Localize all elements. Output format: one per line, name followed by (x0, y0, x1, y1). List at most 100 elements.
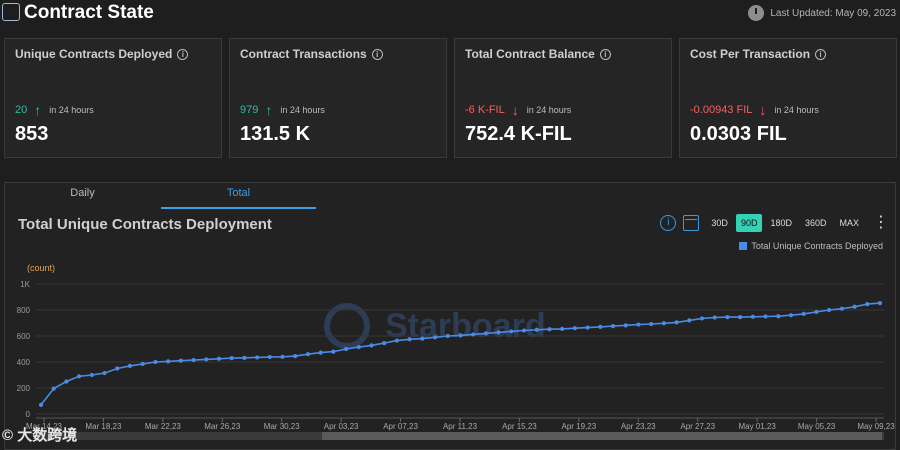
arrow-down-icon: ↓ (511, 102, 519, 118)
x-tick-label: Mar 26,23 (204, 422, 241, 431)
data-point (166, 359, 171, 364)
x-tick-label: Mar 14,23 (26, 422, 63, 431)
data-point (661, 321, 666, 326)
data-point (394, 338, 400, 343)
x-tick-label: Mar 22,23 (145, 422, 182, 431)
header: Contract State Last Updated: May 09, 202… (0, 0, 900, 26)
x-tick-label: Mar 30,23 (264, 422, 301, 431)
x-tick-label: May 05,23 (798, 422, 836, 431)
data-point (852, 304, 857, 309)
data-point (267, 354, 272, 360)
data-point (445, 333, 450, 339)
data-point (623, 323, 628, 328)
range-180d[interactable]: 180D (770, 218, 792, 228)
data-point (712, 315, 717, 320)
data-point (699, 316, 705, 321)
arrow-down-icon: ↓ (759, 102, 767, 118)
arrow-up-icon: ↑ (265, 102, 273, 118)
card-value: 131.5 K (240, 123, 311, 145)
y-tick-label: 400 (17, 358, 31, 367)
card-value: 853 (15, 123, 49, 145)
card-title: Total Contract Balance (465, 47, 595, 61)
data-point (610, 324, 616, 329)
tab-daily[interactable]: Daily (70, 187, 95, 199)
data-point (496, 330, 501, 335)
data-point (471, 332, 476, 337)
corner-watermark: © 大数跨境 (2, 427, 78, 444)
data-point (318, 350, 323, 355)
data-point (750, 314, 755, 319)
data-point (509, 329, 514, 334)
chart-title: Total Unique Contracts Deployment (18, 216, 272, 233)
activity-icon (2, 3, 20, 21)
data-point (216, 356, 222, 361)
data-point (687, 318, 692, 323)
data-point (801, 311, 806, 316)
y-tick-label: 600 (17, 332, 31, 341)
y-axis-label: (count) (27, 263, 55, 273)
data-point (305, 352, 311, 357)
page-title: Contract State (24, 2, 154, 23)
data-point (483, 331, 489, 336)
range-30d[interactable]: 30D (711, 218, 728, 228)
x-tick-label: Mar 18,23 (85, 422, 122, 431)
data-point (140, 361, 145, 367)
x-tick-label: Apr 15,23 (502, 422, 537, 431)
calendar-icon[interactable] (683, 215, 700, 231)
x-tick-label: Apr 11,23 (443, 422, 478, 431)
range-max[interactable]: MAX (839, 218, 859, 228)
arrow-up-icon: ↑ (34, 102, 42, 118)
data-point (407, 337, 412, 342)
data-point (204, 357, 209, 362)
info-icon[interactable]: i (177, 49, 189, 60)
data-point (827, 307, 832, 313)
data-point (521, 328, 527, 333)
data-point (382, 341, 387, 346)
info-icon[interactable]: i (815, 49, 827, 60)
card-change: 979 ↑ in 24 hours (240, 102, 325, 118)
watermark-logo-icon (324, 303, 370, 349)
range-90d[interactable]: 90D (735, 214, 763, 232)
x-tick-label: Apr 23,23 (621, 422, 656, 431)
x-tick-label: Apr 19,23 (562, 422, 597, 431)
data-point (293, 354, 298, 359)
data-point (64, 379, 69, 384)
card-title: Unique Contracts Deployed (15, 47, 173, 61)
x-tick-label: May 01,23 (738, 422, 776, 431)
data-point (115, 366, 120, 371)
data-point (77, 374, 82, 379)
tab-total[interactable]: Total (161, 187, 316, 209)
data-point (560, 326, 565, 331)
data-point (865, 302, 870, 307)
data-point (649, 321, 654, 327)
data-point (102, 370, 107, 376)
data-point (839, 306, 844, 311)
y-tick-label: 200 (17, 384, 31, 393)
card-cost-per-transaction: Cost Per Transaction i -0.00943 FIL ↓ in 24… (679, 38, 897, 158)
data-point (776, 314, 781, 319)
info-icon[interactable]: i (599, 49, 611, 60)
card-value: 0.0303 FIL (690, 123, 787, 145)
card-title: Cost Per Transaction (690, 47, 811, 61)
y-tick-label: 0 (26, 410, 31, 419)
card-contract-transactions: Contract Transactions i 979 ↑ in 24 hours 1… (229, 38, 447, 158)
info-icon[interactable]: i (371, 49, 383, 60)
chart-legend[interactable]: Total Unique Contracts Deployed (739, 241, 883, 251)
data-point (788, 313, 794, 318)
data-point (572, 326, 578, 331)
data-point (153, 359, 158, 365)
y-tick-label: 1K (20, 280, 30, 289)
info-icon[interactable]: i (660, 215, 677, 231)
data-point (280, 354, 285, 359)
card-change: 20 ↑ in 24 hours (15, 102, 94, 118)
y-tick-label: 800 (17, 306, 31, 315)
card-unique-contracts: Unique Contracts Deployed i 20 ↑ in 24 hour… (4, 38, 222, 158)
data-point (636, 322, 641, 327)
data-point (127, 363, 133, 368)
data-point (255, 355, 260, 360)
more-options-icon[interactable]: ⋮ (873, 214, 889, 231)
range-360d[interactable]: 360D (804, 218, 827, 228)
data-point (432, 335, 438, 340)
x-tick-label: May 09,23 (857, 422, 895, 431)
